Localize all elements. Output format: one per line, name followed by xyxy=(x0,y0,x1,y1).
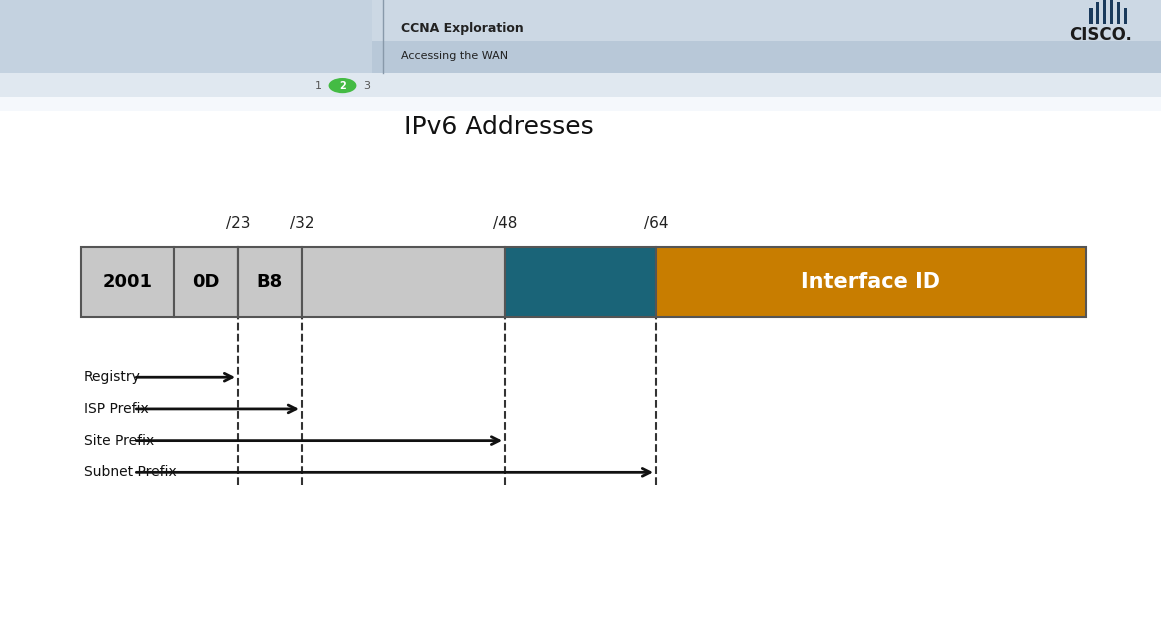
Bar xyxy=(302,247,505,317)
Bar xyxy=(656,247,1086,317)
Bar xyxy=(81,247,174,317)
Text: /64: /64 xyxy=(643,216,669,231)
Text: CISCO.: CISCO. xyxy=(1069,26,1132,44)
Text: 3: 3 xyxy=(363,81,370,91)
Text: Interface ID: Interface ID xyxy=(801,272,940,292)
Bar xyxy=(1117,2,1120,24)
Bar xyxy=(174,247,238,317)
Text: Subnet Prefix: Subnet Prefix xyxy=(84,465,176,479)
Bar xyxy=(0,97,1161,111)
Text: CCNA Exploration: CCNA Exploration xyxy=(401,22,524,35)
Bar xyxy=(0,0,1161,41)
Bar xyxy=(505,247,656,317)
Bar xyxy=(1124,8,1127,24)
Bar xyxy=(1103,0,1106,24)
Text: B8: B8 xyxy=(257,273,283,291)
Text: ISP Prefix: ISP Prefix xyxy=(84,402,149,416)
Text: 2: 2 xyxy=(339,81,346,91)
Text: /48: /48 xyxy=(493,216,517,231)
Bar xyxy=(238,247,302,317)
Circle shape xyxy=(329,78,356,93)
Bar xyxy=(0,0,372,73)
Text: Accessing the WAN: Accessing the WAN xyxy=(401,51,507,61)
Bar xyxy=(1089,8,1093,24)
Text: /23: /23 xyxy=(225,216,251,231)
Bar xyxy=(0,0,1161,73)
Bar xyxy=(1110,0,1113,24)
Text: 0D: 0D xyxy=(193,273,219,291)
Text: 2001: 2001 xyxy=(102,273,153,291)
Text: IPv6 Addresses: IPv6 Addresses xyxy=(404,115,594,139)
Text: Registry: Registry xyxy=(84,370,140,384)
Text: 1: 1 xyxy=(315,81,322,91)
Text: Site Prefix: Site Prefix xyxy=(84,434,154,448)
Bar xyxy=(1096,2,1099,24)
Bar xyxy=(0,73,1161,98)
Text: /32: /32 xyxy=(289,216,315,231)
